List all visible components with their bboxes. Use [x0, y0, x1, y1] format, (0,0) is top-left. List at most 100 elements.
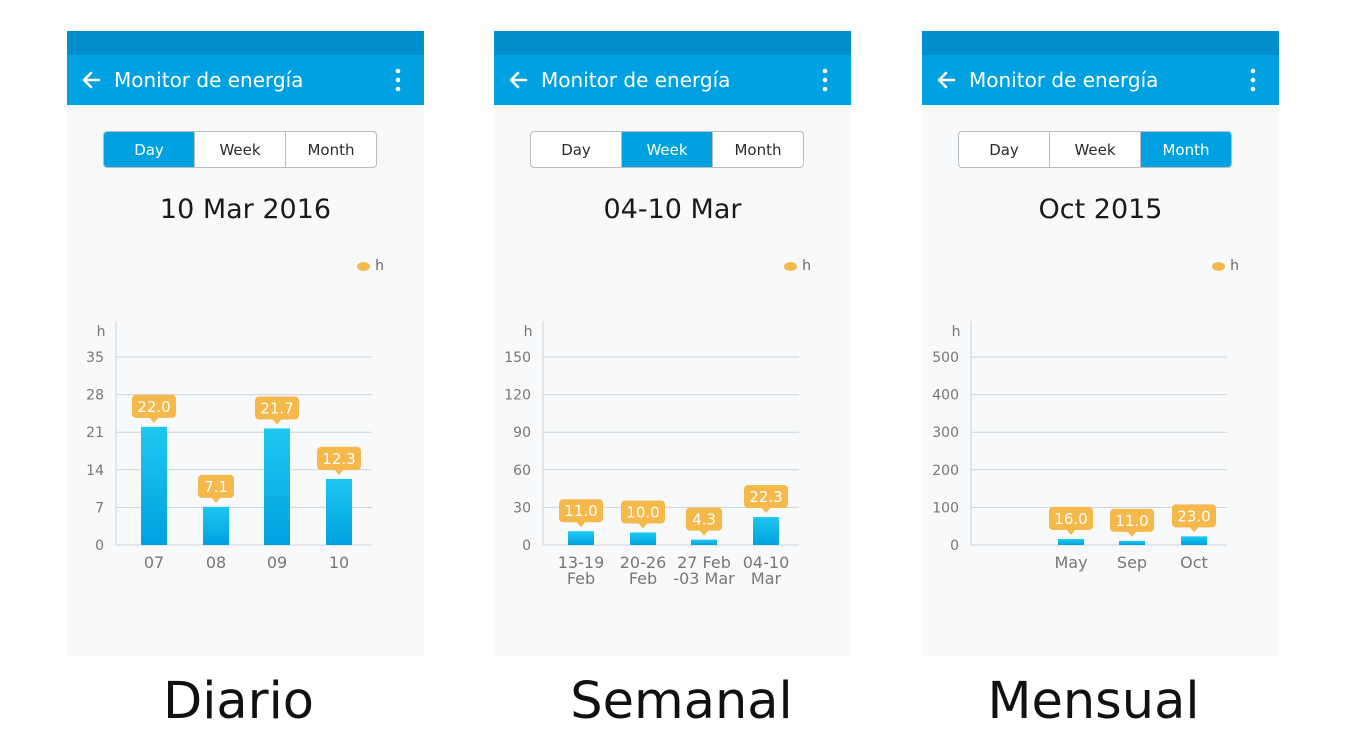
x-tick-label: Feb [629, 569, 657, 588]
data-label-bubble [744, 485, 788, 509]
data-label: 12.3 [322, 450, 355, 468]
caption-daily: Diario [162, 672, 315, 731]
y-tick-label: 14 [86, 463, 104, 479]
more-vertical-icon[interactable] [1241, 67, 1265, 93]
x-tick-label: Sep [1117, 553, 1147, 572]
bar-chart: h030609012015011.013-19Feb10.020-26Feb4.… [504, 321, 799, 588]
tab-day[interactable]: Day [104, 132, 195, 167]
arrow-left-icon[interactable] [506, 68, 530, 92]
orange-dot-icon [357, 261, 371, 271]
data-label-pointer [149, 416, 159, 423]
x-tick-label: 13-19 [558, 553, 605, 572]
tab-week[interactable]: Week [1050, 132, 1141, 167]
orange-dot-icon [784, 261, 798, 271]
data-label-bubble [621, 500, 665, 524]
app-bar: Monitor de energía [922, 55, 1279, 105]
bar [1119, 540, 1145, 545]
y-tick-label: 0 [95, 538, 104, 554]
bar [1181, 536, 1207, 545]
y-tick-label: 200 [932, 463, 959, 479]
period-tabs: Day Week Month [103, 131, 377, 168]
orange-dot-icon [1212, 261, 1226, 271]
y-tick-label: 0 [950, 538, 959, 554]
x-tick-label: Oct [1180, 553, 1208, 572]
x-tick-label: 08 [206, 553, 226, 572]
bar [326, 478, 352, 545]
bar-chart: h 0 100 200 300 400 500 16.0 May 11.0 Sep 23.0 Oct [932, 321, 1227, 572]
data-label-bubble [559, 499, 603, 523]
x-tick-label: May [1054, 553, 1087, 572]
data-label-pointer [699, 529, 709, 536]
data-label: 22.3 [749, 488, 782, 506]
arrow-left-icon[interactable] [934, 68, 958, 92]
data-label-pointer [576, 521, 586, 528]
y-tick-label: 120 [504, 388, 531, 404]
tab-week[interactable]: Week [195, 132, 286, 167]
data-label: 23.0 [1177, 507, 1210, 525]
data-label-bubble [1172, 504, 1216, 528]
chart-legend: h [1212, 258, 1239, 274]
y-tick-label: 100 [932, 500, 959, 516]
y-tick-label: 30 [513, 500, 531, 516]
data-label-pointer [334, 468, 344, 475]
data-label-pointer [1127, 530, 1137, 537]
data-label: 7.1 [204, 478, 228, 496]
data-label-pointer [1189, 526, 1199, 533]
bar [1058, 538, 1084, 545]
app-title: Monitor de energía [969, 68, 1159, 92]
y-tick-label: 21 [86, 425, 104, 441]
period-title: 10 Mar 2016 [159, 194, 332, 225]
y-tick-label: 400 [932, 388, 959, 404]
status-bar [67, 31, 424, 55]
app-bar: Monitor de energía [494, 55, 851, 105]
data-label-bubble [1110, 508, 1154, 532]
data-label-bubble [132, 394, 176, 418]
tab-month[interactable]: Month [1141, 132, 1231, 167]
data-label-pointer [211, 496, 221, 503]
tab-day[interactable]: Day [959, 132, 1050, 167]
tab-month[interactable]: Month [307, 140, 355, 159]
more-vertical-icon[interactable] [813, 67, 837, 93]
data-label-pointer [638, 522, 648, 529]
bar [630, 532, 656, 545]
y-tick-label: 0 [522, 538, 531, 554]
status-bar [922, 31, 1279, 55]
data-label-pointer [761, 507, 771, 514]
tab-month[interactable]: Month [734, 140, 782, 159]
legend-label: h [1230, 258, 1239, 274]
caption-weekly: Semanal [570, 672, 793, 731]
data-label-bubble [1049, 506, 1093, 530]
x-tick-label: 04-10 [743, 553, 790, 572]
bar [203, 506, 229, 545]
phone-screen-daily: Monitor de energía Day Week Month 10 Mar… [67, 31, 424, 656]
phone-screen-weekly: Monitor de energía Day Week Month 04-10 … [494, 31, 851, 656]
legend-label: h [802, 258, 811, 274]
chart-legend: h [357, 258, 384, 274]
x-tick-label: 27 Feb [677, 553, 731, 572]
bar [568, 531, 594, 545]
app-title: Monitor de energía [541, 68, 731, 92]
period-tabs: Day Week Month [958, 131, 1232, 168]
y-tick-label: 90 [513, 425, 531, 441]
bar [753, 517, 779, 545]
y-axis-label: h [524, 324, 533, 340]
data-label: 11.0 [564, 502, 597, 520]
bar [264, 428, 290, 545]
tab-day[interactable]: Day [531, 132, 622, 167]
tab-week[interactable]: Week [622, 132, 713, 167]
data-label-bubble [686, 507, 722, 531]
bar [691, 539, 717, 545]
y-tick-label: 300 [932, 425, 959, 441]
app-title: Monitor de energía [114, 68, 304, 92]
more-vertical-icon[interactable] [386, 67, 410, 93]
period-tabs: Day Week Month [530, 131, 804, 168]
x-tick-label: Mar [751, 569, 782, 588]
data-label-bubble [198, 474, 234, 498]
y-tick-label: 7 [95, 500, 104, 516]
y-axis-label: h [952, 324, 961, 340]
data-label: 22.0 [137, 398, 170, 416]
arrow-left-icon[interactable] [79, 68, 103, 92]
x-tick-label: 09 [267, 553, 287, 572]
data-label-bubble [317, 446, 361, 470]
